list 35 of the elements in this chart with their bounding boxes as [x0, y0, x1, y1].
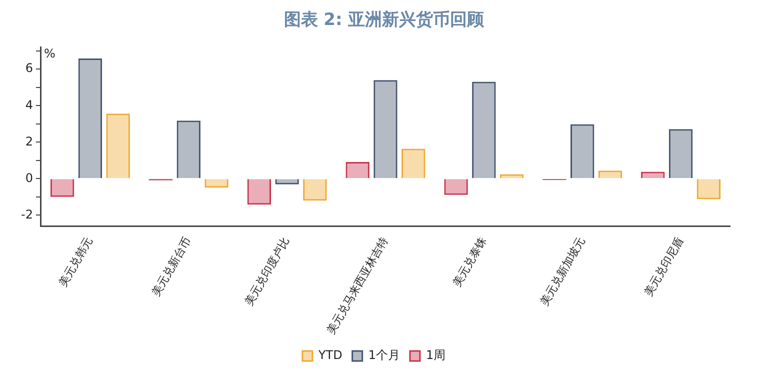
legend-label: 1个月	[368, 348, 400, 362]
bar	[247, 179, 272, 205]
y-tick-label: 0	[25, 170, 33, 185]
chart-title: 图表 2: 亚洲新兴货币回顾	[282, 9, 486, 31]
legend-label: 1周	[426, 348, 446, 362]
bar	[78, 58, 102, 178]
x-tick-label: 美元兑印尼盾	[642, 234, 686, 299]
bar	[275, 179, 299, 184]
x-tick-label: 美元兑新加坡元	[538, 234, 588, 308]
x-tick-label: 美元兑马来西亚林吉特	[324, 234, 391, 337]
y-tick-label: 6	[25, 61, 33, 76]
bar	[50, 179, 74, 197]
y-tick-label: 2	[25, 134, 33, 148]
bar	[374, 80, 398, 178]
bar	[668, 129, 693, 178]
bar	[106, 114, 130, 178]
x-tick-label: 美元兑印度卢比	[242, 234, 292, 308]
bar	[176, 120, 200, 178]
legend-label: YTD	[317, 348, 342, 362]
bar	[444, 179, 468, 195]
bar	[402, 148, 426, 178]
y-tick-label: 4	[25, 98, 33, 112]
y-axis-title: %	[44, 46, 56, 60]
x-tick-label: 美元兑泰铢	[450, 234, 489, 289]
bar	[570, 124, 594, 178]
x-tick-label: 美元兑韩元	[56, 234, 96, 289]
bar	[641, 172, 665, 178]
bar	[303, 179, 327, 201]
x-tick-label: 美元兑新台币	[149, 234, 194, 299]
bar	[204, 179, 228, 188]
bar	[346, 162, 370, 178]
bar	[696, 179, 721, 200]
y-tick-label: -2	[20, 207, 33, 222]
bar	[472, 82, 496, 178]
bar	[598, 170, 622, 178]
